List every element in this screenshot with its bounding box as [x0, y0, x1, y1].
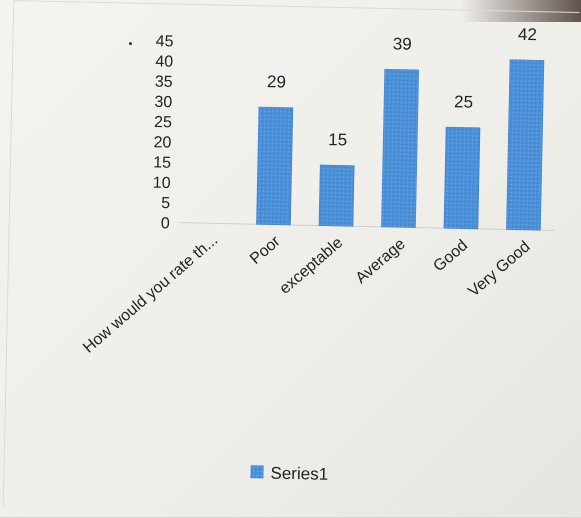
bar	[381, 68, 420, 228]
category-label: Average	[353, 236, 409, 288]
data-label: 29	[267, 72, 286, 91]
data-label: 39	[393, 34, 412, 53]
y-tick-label: 25	[154, 114, 172, 131]
bar-chart: 0 5 10 15 20 25 30 35 40 45 29 15 39 25 42 How would …	[80, 25, 555, 484]
y-tick-label: 15	[153, 154, 171, 171]
y-tick-label: 30	[154, 94, 172, 111]
category-label: Good	[430, 237, 471, 275]
bars	[256, 59, 545, 231]
bar	[318, 164, 355, 227]
data-label: 15	[328, 130, 347, 149]
stray-mark	[128, 42, 132, 46]
y-tick-label: 35	[155, 74, 173, 91]
y-tick-label: 45	[156, 33, 174, 50]
data-label: 42	[518, 25, 537, 44]
data-label: 25	[454, 92, 473, 111]
category-label: exceptable	[276, 234, 346, 298]
x-axis-line	[179, 222, 555, 232]
legend-label: Series1	[270, 464, 328, 484]
y-tick-label: 0	[161, 215, 170, 232]
y-axis: 0 5 10 15 20 25 30 35 40 45	[153, 33, 174, 232]
bar	[256, 106, 294, 226]
y-tick-label: 10	[153, 175, 171, 192]
category-label: How would you rate th...	[80, 232, 221, 357]
legend-swatch	[250, 465, 264, 479]
y-tick-label: 40	[155, 53, 173, 70]
photo-edge-shadow	[461, 0, 581, 22]
y-tick-label: 5	[161, 195, 170, 212]
category-label: Very Good	[465, 238, 533, 300]
bar	[506, 59, 545, 231]
category-label: Poor	[247, 233, 284, 268]
legend: Series1	[250, 464, 328, 484]
data-labels: 29 15 39 25 42	[267, 25, 537, 150]
y-tick-label: 20	[153, 134, 171, 151]
bar	[443, 126, 481, 230]
